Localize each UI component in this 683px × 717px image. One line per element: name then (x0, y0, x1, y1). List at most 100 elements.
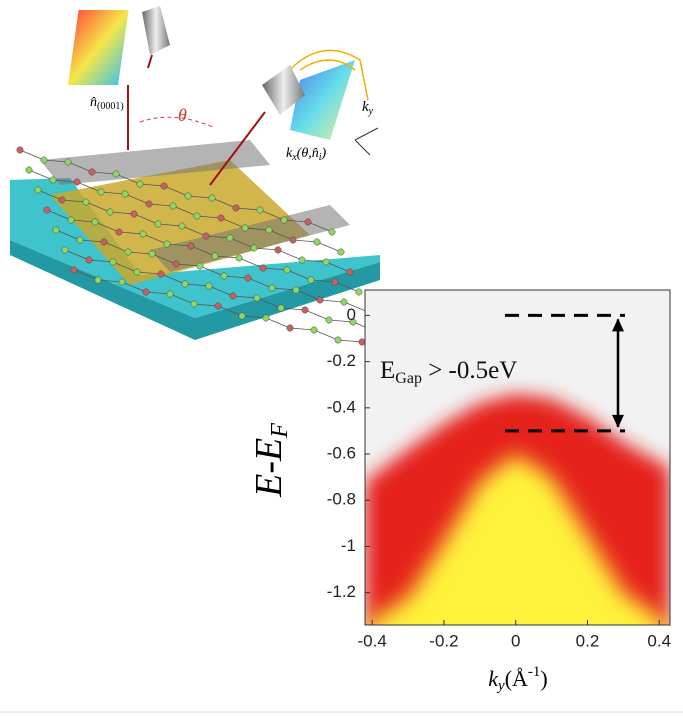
atom (17, 147, 23, 153)
atom (236, 255, 242, 261)
label-part: -1 (528, 664, 541, 680)
atom (359, 339, 365, 345)
atom (329, 229, 335, 235)
bond (305, 310, 329, 320)
y-tick-label: -0.6 (327, 444, 356, 463)
atom (317, 297, 323, 303)
atom (305, 219, 311, 225)
inset-map (68, 10, 129, 85)
kx-label: kx(θ,n̂i) (286, 146, 327, 163)
atom (164, 241, 170, 247)
atom (239, 313, 245, 319)
atom (338, 249, 344, 255)
y-tick-label: -0.8 (327, 490, 356, 509)
bond (314, 330, 338, 340)
atom (110, 259, 116, 265)
x-tick-label: -0.2 (429, 631, 458, 650)
y-tick-label: -1 (341, 536, 356, 555)
atom (266, 227, 272, 233)
y-axis-label: E-EF (248, 423, 293, 498)
atom (71, 267, 77, 273)
atom (254, 295, 260, 301)
atom (77, 237, 83, 243)
y-tick-label: -0.4 (327, 397, 356, 416)
atom (332, 279, 338, 285)
atom (299, 257, 305, 263)
atom (161, 183, 167, 189)
atom (83, 199, 89, 205)
atom (293, 287, 299, 293)
bond (278, 250, 302, 260)
atom (173, 261, 179, 267)
atom (188, 243, 194, 249)
ky-label: ky (362, 99, 374, 117)
atom (242, 225, 248, 231)
illustration: n̂(0001) θ ky kx(θ,n̂i) (10, 6, 389, 355)
label-part: F (267, 423, 293, 439)
label-part: ) (321, 146, 327, 161)
atom (284, 267, 290, 273)
annotation-part: Gap (395, 370, 422, 387)
annotation-part: E (380, 357, 395, 384)
x-tick-label: 0.2 (576, 631, 600, 650)
bond (338, 340, 362, 342)
bond (293, 240, 317, 242)
axes-glyph (355, 128, 378, 155)
atom (215, 303, 221, 309)
atom (278, 305, 284, 311)
atom (182, 281, 188, 287)
ray (148, 55, 152, 68)
atom (122, 191, 128, 197)
bond (20, 150, 44, 160)
atom (326, 317, 332, 323)
atom (206, 283, 212, 289)
atom (107, 209, 113, 215)
atom (281, 217, 287, 223)
label-part: ) (540, 666, 547, 691)
atom (53, 227, 59, 233)
atom (137, 181, 143, 187)
x-tick-label: 0 (511, 631, 520, 650)
atom (65, 159, 71, 165)
atom (143, 289, 149, 295)
atom (26, 167, 32, 173)
atom (356, 289, 362, 295)
inset-map (290, 60, 355, 140)
atom (209, 195, 215, 201)
atom (185, 193, 191, 199)
atom (140, 231, 146, 237)
atom (290, 237, 296, 243)
y-tick-label: -1.2 (327, 582, 356, 601)
label-part: y (368, 106, 374, 117)
atom (212, 253, 218, 259)
bond (320, 300, 344, 302)
atom (149, 251, 155, 257)
atom (314, 239, 320, 245)
atom (308, 277, 314, 283)
atom (155, 221, 161, 227)
label-part: E-E (248, 438, 290, 498)
atom (134, 269, 140, 275)
label-part: (0001) (97, 101, 124, 112)
atom (170, 203, 176, 209)
atom (191, 301, 197, 307)
probe (142, 6, 170, 55)
atom (68, 217, 74, 223)
atom (86, 257, 92, 263)
atom (275, 247, 281, 253)
atom (113, 171, 119, 177)
annotation-part: > -0.5eV (422, 357, 517, 384)
page: n̂(0001) θ ky kx(θ,n̂i) EGap > -0.5eV E-… (0, 0, 683, 717)
atom (197, 263, 203, 269)
atom (92, 219, 98, 225)
atom (287, 325, 293, 331)
atom (35, 187, 41, 193)
normal-label: n̂(0001) (90, 95, 124, 112)
atom (116, 229, 122, 235)
atom (335, 337, 341, 343)
atom (221, 273, 227, 279)
atom (218, 215, 224, 221)
label-part: (Å (505, 666, 528, 691)
label-part: (θ,n̂ (297, 146, 319, 161)
atom (95, 277, 101, 283)
